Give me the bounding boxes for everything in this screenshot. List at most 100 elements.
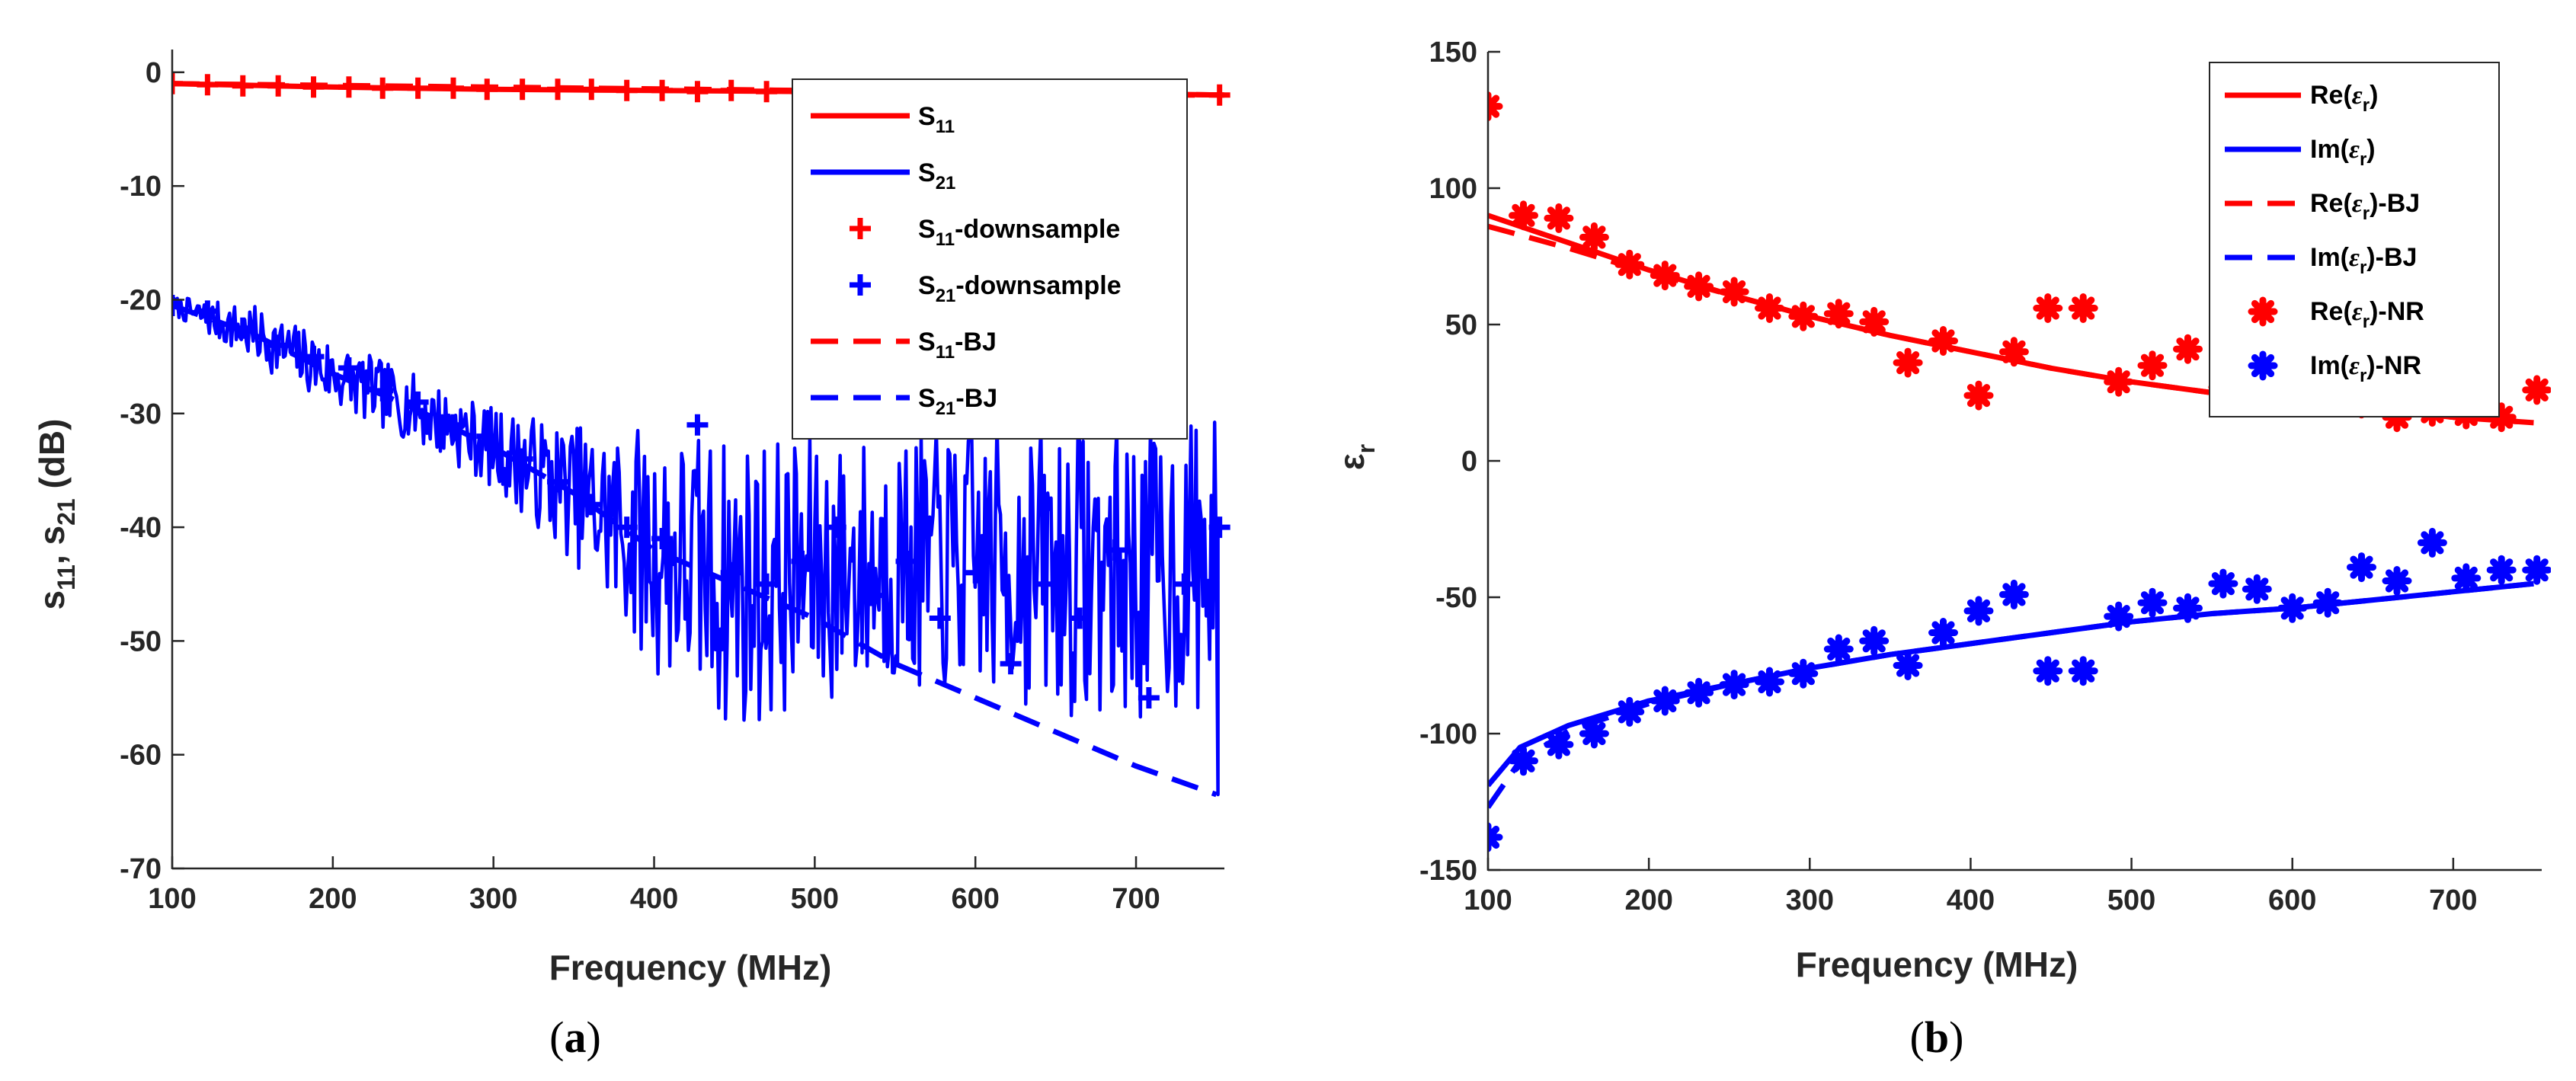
- panel-b-series-re-r-nr-point-4: [1614, 249, 1645, 280]
- panel-b-axes: [1486, 50, 2542, 872]
- panel-a-series-s21-downsample-point-19: [824, 517, 846, 539]
- panel-a-x-tick-label-0: 100: [148, 883, 196, 915]
- panel-b-series-im-r-nr-point-4: [1614, 696, 1645, 727]
- panel-a-x-tick-label-1: 200: [309, 883, 357, 915]
- panel-b-series-re-r-nr-point-7: [1719, 277, 1749, 307]
- panel-a-x-tick-label-3: 400: [630, 883, 678, 915]
- panel-b-series-re-r-nr-point-8: [1755, 293, 1784, 323]
- panel-a-series-s21-downsample-point-11: [547, 471, 569, 493]
- panel-a-tick-labels: 100 200 300 400 500 600 700 0 -10 -20 -30 -40 -50 -60…: [120, 57, 1160, 915]
- panel-a-series-s21-downsample-point-28: [1138, 687, 1160, 709]
- panel-a-axes: [171, 50, 1224, 870]
- panel-b-legend-key-4: [2248, 296, 2278, 327]
- panel-a-x-axis-label: Frequency (MHz): [549, 948, 832, 987]
- panel-b-series-im-r-nr-point-17: [2068, 656, 2098, 686]
- panel-b-series-re-r-nr-point-19: [2137, 350, 2168, 381]
- panel-b-x-tick-label-4: 500: [2107, 884, 2155, 916]
- panel-b-series-re-r-nr-point-20: [2173, 334, 2203, 364]
- panel-a-series-s21-downsample-point-30: [1208, 517, 1230, 539]
- panel-b-series-im-r-nr-point-9: [1788, 658, 1819, 689]
- panel-a-series-s21-bj-line: [172, 302, 1218, 798]
- panel-b-y-tick-label-0: 150: [1429, 37, 1477, 69]
- panel-b-series-im-r-nr-point-1: [1509, 746, 1538, 776]
- caption-a: (a): [549, 1012, 601, 1062]
- panel-b-legend-key-5: [2248, 350, 2278, 381]
- panel-a-series-s21-downsample-point-27: [1104, 539, 1126, 561]
- panel-b-x-tick-label-6: 700: [2429, 884, 2477, 916]
- panel-a-series-s21-downsample-point-25: [1033, 573, 1055, 595]
- panel-b-tick-labels: 100 200 300 400 500 600 700150100500-50-100-15…: [1419, 37, 2478, 916]
- panel-a-series-s21-downsample-point-18: [791, 550, 813, 572]
- panel-a-series-s21-downsample-point-13: [616, 517, 638, 539]
- panel-a-series-s21-downsample-point-22: [929, 607, 951, 629]
- panel-b-y-tick-label-4: -50: [1435, 582, 1477, 614]
- panel-b-series-im-r-nr-point-23: [2277, 593, 2308, 623]
- panel-a-series-s11-downsample-point-1: [197, 74, 219, 96]
- panel-a-x-tick-label-5: 600: [951, 883, 999, 915]
- panel-b-series-im-r-nr-point-20: [2173, 593, 2203, 623]
- panel-b-series-re-r-nr-point-13: [1928, 326, 1958, 356]
- panel-b-y-tick-label-5: -100: [1419, 718, 1477, 750]
- panel-a-series-s21-downsample-point-1: [197, 300, 219, 322]
- panel-b-series-im-r-nr-point-28: [2451, 563, 2482, 593]
- panel-a-series-s21-downsample-point-5: [338, 357, 360, 379]
- panel-a-series-s21-downsample-point-16: [720, 561, 742, 584]
- panel-b-series-im-r-nr-point-22: [2242, 574, 2272, 604]
- panel-b-series-im-r-nr-point-5: [1650, 686, 1680, 716]
- panel-b-series-im-r-nr-point-27: [2417, 527, 2447, 558]
- panel-a-y-axis-label: s11, s21 (dB): [32, 419, 80, 610]
- panel-b-legend: Re(εr) Im(εr) Re(εr)-BJ Im(εr)-BJ Re(εr)…: [2209, 62, 2500, 417]
- panel-b-series-im-r-nr-point-25: [2347, 552, 2376, 583]
- panel-a-series-s21-downsample-point-24: [1000, 653, 1022, 675]
- panel-a-chart: 100 200 300 400 500 600 700 0 -10 -20 -30 -40 -50 -60…: [32, 50, 1230, 987]
- panel-a-y-tick-label-7: -70: [120, 853, 162, 885]
- panel-b-series-im-r-nr-point-30: [2522, 555, 2551, 585]
- panel-b-series-im-r-nr-point-26: [2382, 566, 2412, 596]
- panel-b-series-re-r-nr-point-5: [1650, 261, 1680, 291]
- panel-b-series-im-r-nr-point-13: [1928, 618, 1958, 648]
- panel-b-x-axis-label: Frequency (MHz): [1796, 945, 2078, 984]
- panel-b-series-im-r-bj-line: [1488, 580, 2534, 809]
- panel-a-legend-label-3: S21-downsample: [918, 271, 1122, 306]
- panel-a-legend-label-4: S11-BJ: [918, 328, 997, 363]
- panel-a-y-tick-label-3: -30: [120, 398, 162, 430]
- panel-b-series-re-r-nr-point-10: [1823, 299, 1854, 329]
- panel-b-series-re-r-nr-point-29: [2486, 402, 2517, 433]
- panel-b-series-re-r-nr-point-18: [2104, 366, 2134, 397]
- panel-b-plot-area: [1488, 91, 2551, 852]
- panel-a-y-tick-label-0: 0: [146, 57, 162, 89]
- panel-b-series-im-r-nr-point-21: [2208, 568, 2238, 599]
- panel-a-legend-key-2: [850, 218, 871, 239]
- panel-a-x-tick-label-4: 500: [791, 883, 839, 915]
- panel-b-series-re-r-nr-point-14: [1963, 380, 1994, 411]
- panel-b-chart: 100 200 300 400 500 600 700150100500-50-100-15…: [1332, 37, 2551, 984]
- panel-a-x-tick-label-2: 300: [469, 883, 517, 915]
- panel-b-legend-label-3: Im(εr)-BJ: [2310, 243, 2417, 278]
- panel-b-y-tick-label-3: 0: [1461, 446, 1477, 478]
- panel-b-y-tick-label-1: 100: [1429, 173, 1477, 205]
- panel-b-series-im-r-nr-point-3: [1579, 718, 1609, 749]
- panel-b-series-im-r-nr-point-24: [2312, 587, 2343, 618]
- panel-b-series-re-r-nr-point-6: [1684, 271, 1714, 302]
- panel-b-legend-label-1: Im(εr): [2310, 135, 2376, 170]
- panel-a-legend-label-0: S11: [918, 102, 955, 137]
- panel-b-series-re-r-nr-point-3: [1579, 222, 1609, 252]
- panel-b-series-re-r-nr-point-12: [1893, 347, 1923, 378]
- panel-b-series-im-r-nr-point-10: [1823, 634, 1854, 664]
- panel-b-series-re-r-nr-point-15: [1998, 337, 2029, 367]
- panel-b-series-im-r-nr-point-6: [1684, 677, 1714, 708]
- panel-a-y-tick-label-6: -60: [120, 740, 162, 772]
- caption-b: (b): [1910, 1012, 1964, 1062]
- panel-b-legend-keys: [2225, 92, 2301, 381]
- panel-b-series-re-r-nr-point-11: [1859, 306, 1890, 337]
- panel-a-y-tick-label-5: -50: [120, 625, 162, 657]
- panel-b-x-tick-label-1: 200: [1624, 884, 1672, 916]
- panel-a-y-tick-label-2: -20: [120, 284, 162, 316]
- panel-a-series-s21-downsample-point-15: [686, 414, 709, 436]
- panel-a-series-s21-downsample-point-23: [965, 561, 987, 584]
- panel-b-series-re-r-nr-point-2: [1544, 203, 1574, 233]
- panel-a-series-s21-downsample-point-12: [581, 494, 603, 516]
- panel-a-legend-key-3: [850, 274, 871, 296]
- panel-b-x-tick-label-5: 600: [2268, 884, 2316, 916]
- panel-a-series-s21-downsample-point-29: [1173, 573, 1195, 595]
